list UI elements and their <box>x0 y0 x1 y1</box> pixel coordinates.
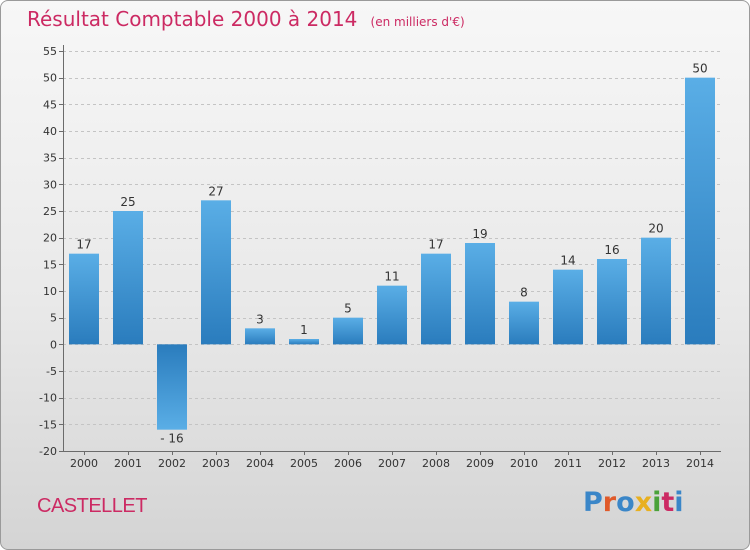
y-tick-label: 35 <box>43 152 57 165</box>
data-label: 5 <box>344 302 352 316</box>
x-tick-labels: 2000 2001 2002 2003 2004 2005 2006 2007 2008 2009… <box>70 451 714 470</box>
y-tick-labels: -20 -15 -10 -5 0 5 10 15 20 25 30 35 40 45 50 55 <box>39 45 63 458</box>
x-tick-label: 2013 <box>642 457 670 470</box>
y-tick-label: 50 <box>43 72 57 85</box>
x-tick-label: 2011 <box>554 457 582 470</box>
x-tick-label: 2004 <box>246 457 274 470</box>
bar-2002 <box>157 344 187 430</box>
x-tick-label: 2002 <box>158 457 186 470</box>
bar-2013 <box>641 237 671 345</box>
y-tick-label: 55 <box>43 45 57 58</box>
logo-letter: P <box>583 487 603 518</box>
bar-2006 <box>333 317 363 345</box>
x-tick-label: 2003 <box>202 457 230 470</box>
bar-2012 <box>597 259 627 345</box>
data-label: 14 <box>560 254 575 268</box>
title-row: Résultat Comptable 2000 à 2014 (en milli… <box>27 7 465 31</box>
bar-2001 <box>113 211 143 345</box>
bar-2004 <box>245 328 275 345</box>
bar-2005 <box>289 339 319 345</box>
x-tick-label: 2007 <box>378 457 406 470</box>
y-tick-label: 40 <box>43 125 57 138</box>
y-tick-label: 30 <box>43 178 57 191</box>
logo-letter: t <box>661 487 675 518</box>
data-label: 20 <box>648 222 663 236</box>
data-label: 1 <box>300 323 308 337</box>
y-tick-label: 10 <box>43 285 57 298</box>
logo-letter: x <box>634 487 653 518</box>
bar-2003 <box>201 200 231 345</box>
data-label: 27 <box>208 184 223 198</box>
data-label: 19 <box>472 227 487 241</box>
bar-2008 <box>421 253 451 345</box>
x-tick-label: 2008 <box>422 457 450 470</box>
x-tick-label: 2005 <box>290 457 318 470</box>
y-tick-label: -15 <box>39 418 57 431</box>
y-tick-label: -10 <box>39 392 57 405</box>
x-tick-label: 2010 <box>510 457 538 470</box>
y-tick-label: 5 <box>50 312 57 325</box>
data-label: 16 <box>604 243 619 257</box>
x-tick-label: 2006 <box>334 457 362 470</box>
chart-title: Résultat Comptable 2000 à 2014 <box>27 7 358 31</box>
x-tick-label: 2000 <box>70 457 98 470</box>
commune-name: CASTELLET <box>37 495 147 517</box>
data-label: 25 <box>120 195 135 209</box>
logo-letter: i <box>652 487 662 518</box>
logo-letter: o <box>616 487 635 518</box>
data-label: 11 <box>384 270 399 284</box>
x-tick-label: 2001 <box>114 457 142 470</box>
proxiti-logo[interactable]: Proxiti <box>583 487 684 518</box>
bar-2011 <box>553 269 583 345</box>
y-tick-label: 15 <box>43 258 57 271</box>
y-tick-label: -5 <box>46 365 57 378</box>
data-label: 3 <box>256 312 264 326</box>
x-tick-label: 2014 <box>686 457 714 470</box>
x-tick-label: 2009 <box>466 457 494 470</box>
bars <box>69 77 715 430</box>
data-label: 17 <box>428 238 443 252</box>
data-label: 17 <box>76 238 91 252</box>
bar-2010 <box>509 301 539 345</box>
data-label: - 16 <box>160 432 183 446</box>
data-label: 8 <box>520 286 528 300</box>
y-tick-label: 45 <box>43 98 57 111</box>
bar-2014 <box>685 77 715 345</box>
y-tick-label: -20 <box>39 445 57 458</box>
x-tick-label: 2012 <box>598 457 626 470</box>
y-tick-label: 0 <box>50 338 57 351</box>
logo-letter: i <box>674 487 684 518</box>
bar-2009 <box>465 243 495 345</box>
chart-subtitle: (en milliers d'€) <box>370 15 465 29</box>
data-labels: 17 25 - 16 27 3 1 5 11 17 19 8 14 16 20 50 <box>76 62 707 446</box>
y-tick-label: 25 <box>43 205 57 218</box>
y-tick-label: 20 <box>43 232 57 245</box>
bar-2007 <box>377 285 407 345</box>
bar-2000 <box>69 253 99 345</box>
data-label: 50 <box>692 62 707 76</box>
logo-letter: r <box>602 487 617 518</box>
